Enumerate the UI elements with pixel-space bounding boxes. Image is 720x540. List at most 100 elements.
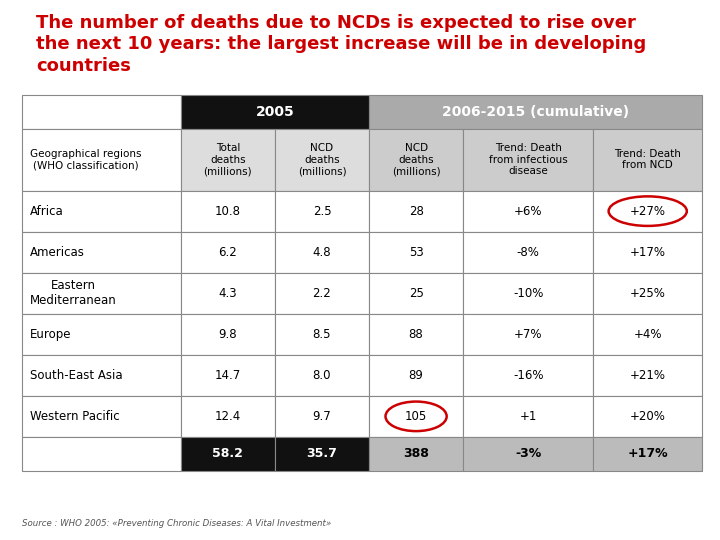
Text: 105: 105 bbox=[405, 410, 427, 423]
Text: 89: 89 bbox=[409, 369, 423, 382]
Bar bbox=[181, 437, 275, 471]
Bar bbox=[22, 191, 181, 232]
Bar bbox=[181, 94, 369, 129]
Text: +25%: +25% bbox=[630, 287, 666, 300]
Text: 28: 28 bbox=[409, 205, 423, 218]
Bar bbox=[593, 191, 702, 232]
Bar bbox=[369, 191, 463, 232]
Bar bbox=[181, 191, 275, 232]
Text: 25: 25 bbox=[409, 287, 423, 300]
Bar bbox=[181, 273, 275, 314]
Bar bbox=[369, 396, 463, 437]
Bar bbox=[22, 437, 181, 471]
Text: 2.5: 2.5 bbox=[312, 205, 331, 218]
Text: South-East Asia: South-East Asia bbox=[30, 369, 123, 382]
Bar bbox=[22, 314, 181, 355]
Bar bbox=[369, 232, 463, 273]
Bar bbox=[275, 273, 369, 314]
Bar bbox=[593, 355, 702, 396]
Text: +27%: +27% bbox=[630, 205, 666, 218]
Text: 9.7: 9.7 bbox=[312, 410, 331, 423]
Text: Europe: Europe bbox=[30, 328, 72, 341]
Text: NCD
deaths
(millions): NCD deaths (millions) bbox=[392, 143, 441, 176]
Text: 388: 388 bbox=[403, 447, 429, 461]
Bar bbox=[463, 314, 593, 355]
Bar bbox=[463, 129, 593, 191]
Bar bbox=[275, 396, 369, 437]
Bar bbox=[22, 232, 181, 273]
Text: 9.8: 9.8 bbox=[219, 328, 237, 341]
Bar bbox=[181, 129, 275, 191]
Text: 35.7: 35.7 bbox=[307, 447, 338, 461]
Text: +17%: +17% bbox=[630, 246, 666, 259]
Text: -10%: -10% bbox=[513, 287, 544, 300]
Bar bbox=[22, 396, 181, 437]
Text: 12.4: 12.4 bbox=[215, 410, 241, 423]
Text: 4.3: 4.3 bbox=[219, 287, 237, 300]
Text: countries: countries bbox=[36, 57, 131, 75]
Text: NCD
deaths
(millions): NCD deaths (millions) bbox=[297, 143, 346, 176]
Text: +17%: +17% bbox=[627, 447, 668, 461]
Bar bbox=[369, 129, 463, 191]
Bar bbox=[593, 273, 702, 314]
Bar bbox=[369, 94, 702, 129]
Text: +20%: +20% bbox=[630, 410, 666, 423]
Text: +6%: +6% bbox=[514, 205, 543, 218]
Bar bbox=[593, 314, 702, 355]
Text: Source : WHO 2005: «Preventing Chronic Diseases: A Vital Investment»: Source : WHO 2005: «Preventing Chronic D… bbox=[22, 519, 331, 528]
Text: +1: +1 bbox=[520, 410, 537, 423]
Text: +7%: +7% bbox=[514, 328, 543, 341]
Text: 6.2: 6.2 bbox=[218, 246, 238, 259]
Text: Americas: Americas bbox=[30, 246, 85, 259]
Text: -3%: -3% bbox=[515, 447, 541, 461]
Bar bbox=[463, 232, 593, 273]
Bar bbox=[181, 396, 275, 437]
Text: the next 10 years: the largest increase will be in developing: the next 10 years: the largest increase … bbox=[36, 35, 647, 53]
Text: 10.8: 10.8 bbox=[215, 205, 241, 218]
Bar bbox=[593, 232, 702, 273]
Text: The number of deaths due to NCDs is expected to rise over: The number of deaths due to NCDs is expe… bbox=[36, 14, 636, 31]
Bar bbox=[369, 355, 463, 396]
Text: -8%: -8% bbox=[517, 246, 540, 259]
Text: 53: 53 bbox=[409, 246, 423, 259]
Bar bbox=[275, 314, 369, 355]
Text: -16%: -16% bbox=[513, 369, 544, 382]
Bar bbox=[22, 94, 181, 129]
Bar bbox=[275, 232, 369, 273]
Bar bbox=[22, 355, 181, 396]
Bar bbox=[593, 129, 702, 191]
Bar bbox=[275, 191, 369, 232]
Text: Trend: Death
from NCD: Trend: Death from NCD bbox=[614, 148, 681, 171]
Text: Trend: Death
from infectious
disease: Trend: Death from infectious disease bbox=[489, 143, 567, 176]
Bar bbox=[181, 232, 275, 273]
Text: 58.2: 58.2 bbox=[212, 447, 243, 461]
Bar bbox=[181, 355, 275, 396]
Bar bbox=[369, 437, 463, 471]
Bar bbox=[463, 437, 593, 471]
Text: 8.0: 8.0 bbox=[312, 369, 331, 382]
Text: 4.8: 4.8 bbox=[312, 246, 331, 259]
Text: Africa: Africa bbox=[30, 205, 64, 218]
Text: 2006-2015 (cumulative): 2006-2015 (cumulative) bbox=[442, 105, 629, 118]
Text: Total
deaths
(millions): Total deaths (millions) bbox=[204, 143, 252, 176]
Bar bbox=[463, 396, 593, 437]
Text: 8.5: 8.5 bbox=[312, 328, 331, 341]
Bar bbox=[463, 191, 593, 232]
Bar bbox=[22, 129, 181, 191]
Text: 2005: 2005 bbox=[256, 105, 294, 118]
Text: 14.7: 14.7 bbox=[215, 369, 241, 382]
Bar bbox=[593, 396, 702, 437]
Text: Western Pacific: Western Pacific bbox=[30, 410, 120, 423]
Bar bbox=[275, 129, 369, 191]
Text: +21%: +21% bbox=[630, 369, 666, 382]
Text: 88: 88 bbox=[409, 328, 423, 341]
Bar bbox=[463, 273, 593, 314]
Bar bbox=[181, 314, 275, 355]
Text: Geographical regions
(WHO classification): Geographical regions (WHO classification… bbox=[30, 148, 142, 171]
Bar bbox=[369, 273, 463, 314]
Bar bbox=[593, 437, 702, 471]
Text: +4%: +4% bbox=[634, 328, 662, 341]
Bar bbox=[22, 273, 181, 314]
Text: 2.2: 2.2 bbox=[312, 287, 331, 300]
Text: Eastern
Mediterranean: Eastern Mediterranean bbox=[30, 279, 117, 307]
